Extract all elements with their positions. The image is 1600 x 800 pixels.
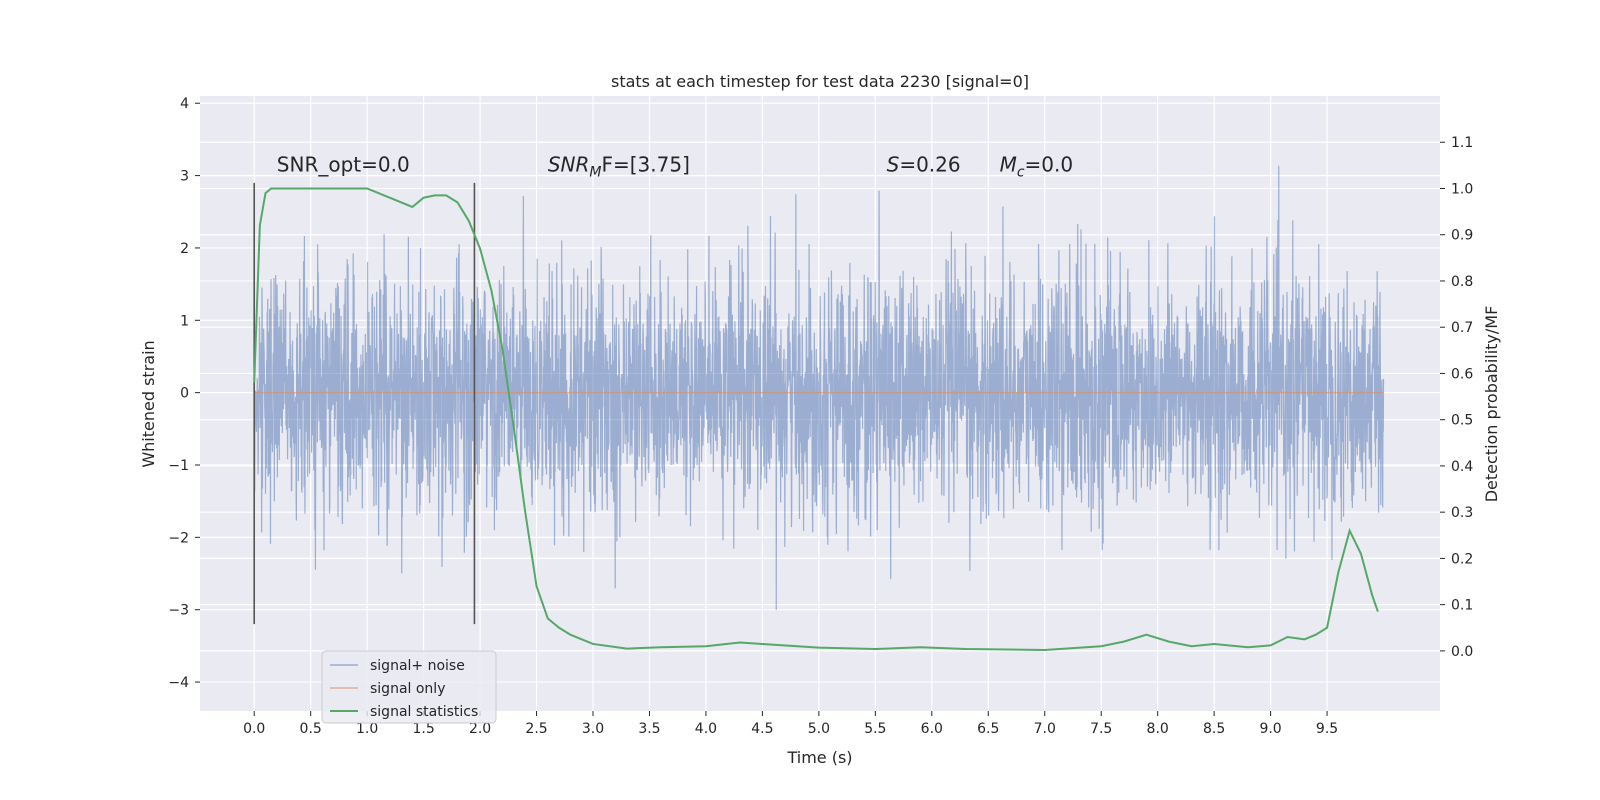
annotation: Mc=0.0 <box>1000 153 1074 181</box>
y2-tick-label: 0.0 <box>1451 644 1473 660</box>
x-tick-label: 4.5 <box>751 721 773 737</box>
annotation: SNR_opt=0.0 <box>277 153 410 177</box>
y-tick-label: −1 <box>168 458 189 474</box>
x-tick-label: 4.0 <box>695 721 717 737</box>
annotation-text: S <box>887 153 900 177</box>
y-tick-label: 0 <box>180 386 189 402</box>
y-axis-label: Whitened strain <box>139 340 158 467</box>
y2-tick-label: 0.9 <box>1451 228 1473 244</box>
x-tick-label: 5.0 <box>808 721 830 737</box>
annotation-value: =0.26 <box>899 153 960 177</box>
legend-box <box>321 650 497 724</box>
legend: signal+ noise signal only signal statistic… <box>321 650 497 724</box>
axes: 0.0 0.5 1.0 1.5 2.0 2.5 3.0 3.5 4.0 4.5 5.0 5.5 6.0 6… <box>168 96 1473 737</box>
annotation-subscript: M <box>589 165 601 181</box>
y2-tick-label: 0.5 <box>1451 413 1473 429</box>
y-tick-label: −2 <box>168 530 189 546</box>
annotation-subscript: c <box>1017 165 1025 181</box>
y2-tick-label: 1.1 <box>1451 135 1473 151</box>
annotation-text: SNR_opt=0.0 <box>277 153 410 177</box>
annotation-text: SNR <box>548 153 590 177</box>
signal-statistics-line <box>253 187 1379 651</box>
x-tick-label: 8.0 <box>1147 721 1169 737</box>
chart-title: stats at each timestep for test data 223… <box>611 72 1029 91</box>
y2-tick-label: 0.4 <box>1451 459 1473 475</box>
annotation: S=0.26 <box>887 153 961 177</box>
x-tick-label: 7.5 <box>1090 721 1112 737</box>
y2-tick-label: 0.7 <box>1451 320 1473 336</box>
x-axis-label: Time (s) <box>786 748 852 767</box>
legend-label: signal statistics <box>370 704 478 720</box>
y2-axis-label: Detection probability/MF <box>1482 306 1501 503</box>
x-tick-label: 0.5 <box>300 721 322 737</box>
x-tick-label: 6.5 <box>977 721 999 737</box>
x-tick-label: 3.5 <box>638 721 660 737</box>
x-tick-label: 5.5 <box>864 721 886 737</box>
annotation: SNRMF=[3.75] <box>548 153 690 181</box>
x-tick-label: 9.5 <box>1316 721 1338 737</box>
x-tick-label: 0.0 <box>243 721 265 737</box>
legend-label: signal+ noise <box>370 658 465 674</box>
annotations: SNR_opt=0.0 SNRMF=[3.75] S=0.26 Mc=0.0 <box>277 153 1073 181</box>
annotation-value: =0.0 <box>1025 153 1074 177</box>
x-tick-label: 1.0 <box>356 721 378 737</box>
x-tick-label: 9.0 <box>1259 721 1281 737</box>
y-tick-label: −3 <box>168 603 189 619</box>
y2-tick-label: 0.3 <box>1451 505 1473 521</box>
y2-tick-label: 1.0 <box>1451 181 1473 197</box>
x-tick-label: 3.0 <box>582 721 604 737</box>
x-tick-label: 2.5 <box>525 721 547 737</box>
x-tick-label: 7.0 <box>1034 721 1056 737</box>
y-tick-label: 4 <box>180 96 189 112</box>
plot-area <box>253 165 1385 651</box>
y-tick-label: 3 <box>180 169 189 185</box>
x-tick-label: 1.5 <box>412 721 434 737</box>
y-tick-label: 1 <box>180 313 189 329</box>
x-tick-label: 6.0 <box>921 721 943 737</box>
x-tick-label: 2.0 <box>469 721 491 737</box>
legend-label: signal only <box>370 681 445 697</box>
signal-noise-line <box>253 165 1385 611</box>
annotation-value: F=[3.75] <box>601 153 689 177</box>
y-tick-label: 2 <box>180 241 189 257</box>
y2-tick-label: 0.1 <box>1451 598 1473 614</box>
annotation-text: M <box>1000 153 1017 177</box>
y2-tick-label: 0.8 <box>1451 274 1473 290</box>
x-tick-label: 8.5 <box>1203 721 1225 737</box>
y2-tick-label: 0.2 <box>1451 551 1473 567</box>
y2-tick-label: 0.6 <box>1451 366 1473 382</box>
y-tick-label: −4 <box>168 675 189 691</box>
